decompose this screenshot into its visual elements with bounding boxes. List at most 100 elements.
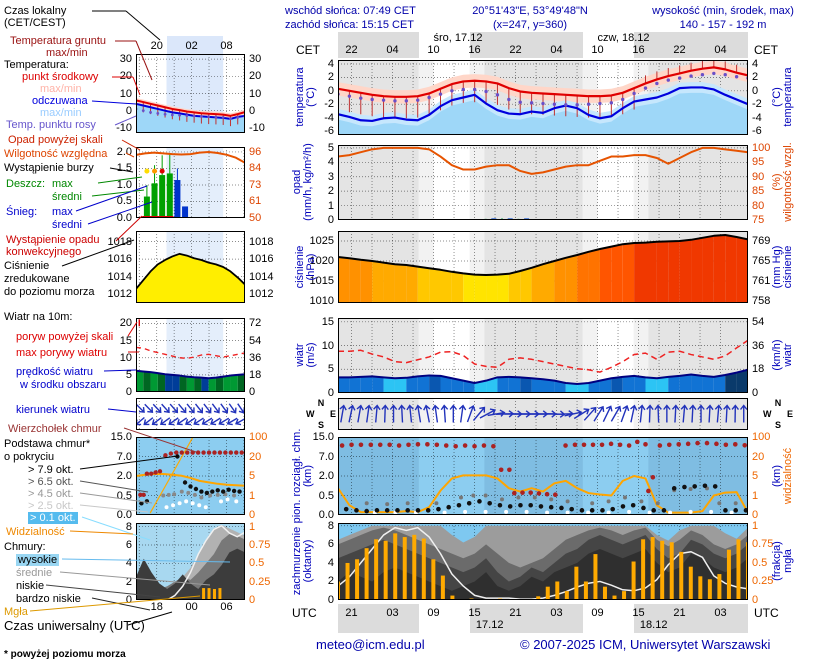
- time-tick-utc: 03: [714, 607, 727, 619]
- sidebar-label: Chmury:: [4, 541, 46, 553]
- y-tick-right: 758: [752, 295, 771, 307]
- y-tick-left: -2: [324, 98, 334, 111]
- y-tick-right: -10: [249, 121, 265, 134]
- coordinates-label: 20°51'43"E, 53°49'48"N: [472, 5, 588, 17]
- y-tick-left: 20: [119, 317, 132, 330]
- y-tick-left: 20: [119, 70, 132, 83]
- time-tick-utc: 21: [509, 607, 522, 619]
- date-label: 18.12: [639, 619, 668, 631]
- compass-right: N W E S: [763, 398, 793, 430]
- y-tick-right: 20: [752, 450, 765, 463]
- axis-title-line: widzialność: [782, 447, 794, 505]
- sidebar-label: max porywy wiatru: [16, 347, 108, 359]
- compass-s: S: [317, 420, 325, 430]
- sidebar-label: > 0.1 okt.: [28, 512, 78, 524]
- mini-temperature-chart: [136, 54, 245, 133]
- y-tick-right: 100: [752, 431, 771, 443]
- axis-title-line: (°C): [305, 87, 317, 107]
- y-tick-right: 1: [752, 519, 759, 532]
- y-tick-right: 0: [752, 509, 759, 521]
- axis-title: ciśnienie (hPa): [294, 227, 317, 307]
- y-tick-left: 4: [327, 556, 334, 569]
- y-tick-right: 100: [249, 431, 268, 443]
- main-precip-humidity-chart: [338, 145, 748, 220]
- mini-time-tick-cet: 02: [185, 40, 198, 52]
- y-tick-right: 0: [249, 509, 256, 521]
- sidebar-label: bardzo niskie: [16, 593, 81, 605]
- y-tick-right: 0: [249, 594, 256, 606]
- axis-title: (%) wilgotność wzgl.: [771, 130, 794, 234]
- y-tick-right: 1018: [249, 235, 274, 248]
- sidebar-label: średnie: [16, 567, 53, 579]
- sidebar-label: Wystąpienie opadu: [6, 234, 100, 246]
- y-tick-left: 5: [327, 363, 334, 376]
- y-tick-right: 1016: [249, 253, 274, 266]
- y-tick-right: 1: [249, 489, 256, 502]
- sunset-label: zachód słońca: 15:15 CET: [285, 19, 415, 31]
- axis-title-line: (oktanty): [302, 539, 314, 583]
- y-tick-left: -4: [324, 111, 334, 124]
- y-tick-left: 0: [327, 594, 334, 606]
- y-tick-left: 5: [125, 368, 132, 381]
- y-tick-left: 8: [125, 520, 132, 533]
- time-tick-utc: 21: [345, 607, 358, 619]
- sidebar-label: średni: [52, 191, 82, 203]
- altitude-values: 140 - 157 - 192 m: [679, 19, 767, 31]
- sidebar-label: max: [52, 206, 73, 218]
- night-band: [469, 604, 583, 633]
- axis-title: (km) widzialność: [771, 429, 794, 523]
- y-tick-left: 0.5: [116, 489, 132, 502]
- compass-e: E: [786, 409, 793, 419]
- time-tick-utc: 03: [386, 607, 399, 619]
- main-cloudbase-visibility-chart: [338, 437, 748, 515]
- y-tick-right: 90: [752, 170, 765, 183]
- mini-pressure-chart: [136, 231, 245, 303]
- y-tick-left: 0.0: [318, 509, 334, 521]
- y-tick-right: 73: [249, 178, 262, 191]
- y-tick-right: 0.25: [249, 575, 271, 588]
- compass-e: E: [329, 409, 336, 419]
- copyright-label: © 2007-2025 ICM, Uniwersytet Warszawski: [520, 637, 771, 652]
- y-tick-left: 30: [119, 53, 132, 66]
- contact-email-link[interactable]: meteo@icm.edu.pl: [316, 637, 425, 652]
- sidebar-label: kierunek wiatru: [16, 404, 90, 416]
- axis-title-line: wilgotność wzgl.: [782, 142, 794, 222]
- y-tick-right: 0: [752, 594, 759, 606]
- y-tick-right: 10: [249, 87, 262, 100]
- sidebar-label: Opad powyżej skali: [8, 134, 103, 146]
- compass-n: N: [774, 398, 782, 408]
- sidebar-label: Czas uniwersalny (UTC): [4, 618, 145, 633]
- axis-title: (mm Hg) ciśnienie: [771, 227, 794, 307]
- mini-wind-chart: [136, 318, 245, 392]
- sidebar-label: Ciśnienie: [4, 260, 50, 272]
- main-pressure-chart: [338, 231, 748, 303]
- sidebar-label: poryw powyżej skali: [16, 331, 114, 343]
- sidebar-label: Wystąpienie burzy: [4, 162, 94, 174]
- sidebar-label: zredukowane: [4, 273, 70, 285]
- time-tick-utc: 09: [591, 607, 604, 619]
- y-tick-left: 0: [125, 104, 132, 117]
- y-tick-left: 1012: [107, 288, 132, 301]
- sidebar-label: o pokryciu: [4, 451, 55, 463]
- time-tick-utc: 09: [427, 607, 440, 619]
- y-tick-left: 2: [327, 71, 334, 84]
- cet-unit-right: CET: [754, 43, 778, 57]
- compass-left: N W E S: [306, 398, 336, 430]
- time-tick-utc: 15: [632, 607, 645, 619]
- y-tick-left: 1014: [107, 270, 132, 283]
- sidebar-label: > 2.5 okt.: [28, 500, 74, 512]
- main-wind-direction-chart: [338, 398, 748, 430]
- sidebar-label: Temperatura gruntu: [10, 35, 106, 47]
- night-band: [469, 32, 583, 58]
- y-tick-right: 96: [249, 145, 262, 158]
- y-tick-left: 2: [327, 185, 334, 198]
- sidebar-label: Wiatr na 10m:: [4, 311, 73, 323]
- axis-title: (km/h) wiatr: [771, 315, 794, 395]
- sidebar-label: * powyżej poziomu morza: [4, 649, 126, 660]
- mini-time-tick-utc: 18: [150, 601, 163, 613]
- time-tick-cet: 16: [468, 44, 481, 56]
- y-tick-right: 0.75: [249, 539, 271, 551]
- axis-title-line: mgła: [782, 549, 794, 573]
- sidebar-label: niskie: [16, 580, 45, 592]
